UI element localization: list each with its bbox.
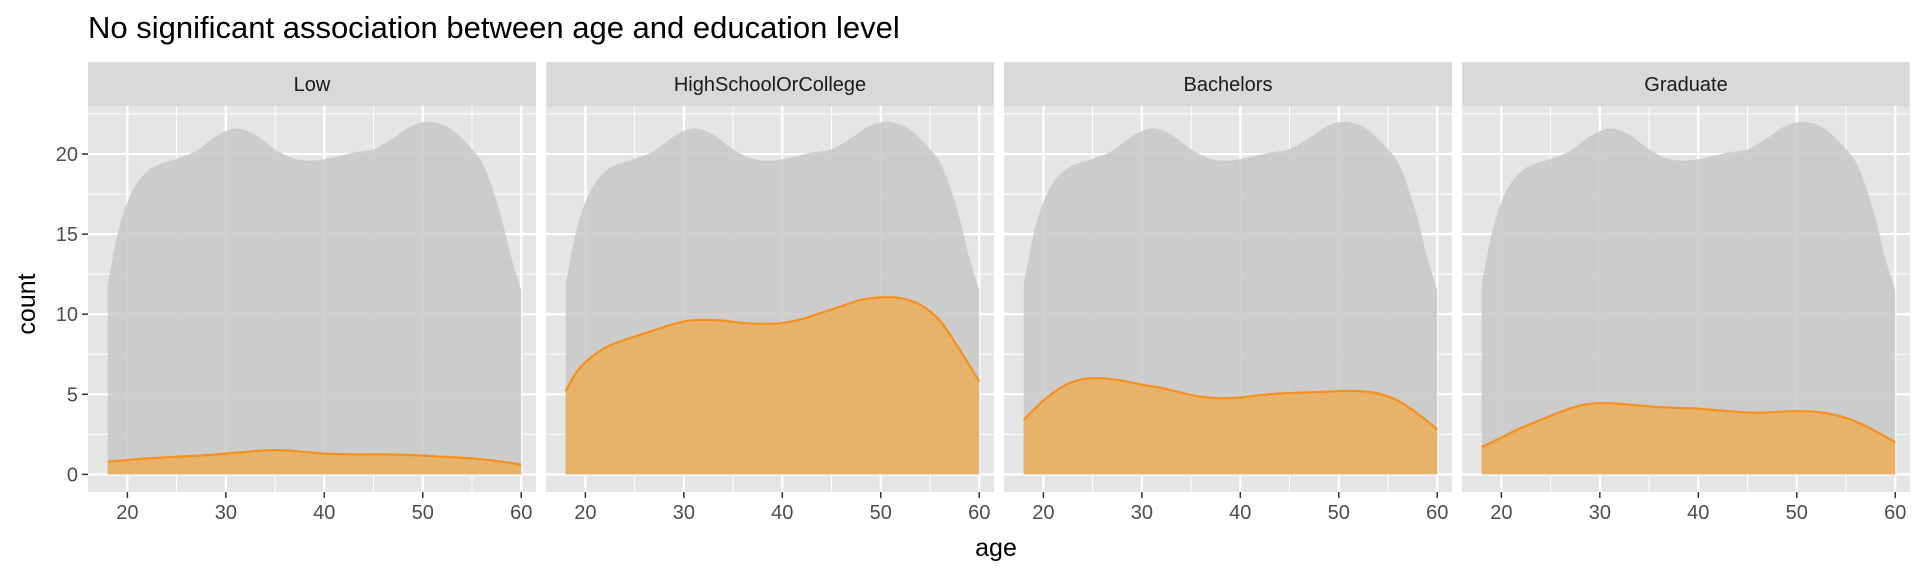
y-axis: 0 5 10 15 20 xyxy=(56,144,88,486)
x-tick-label: 40 xyxy=(1687,502,1709,524)
facet-strip xyxy=(88,62,536,106)
x-tick-label: 30 xyxy=(1589,502,1611,524)
x-tick-label: 20 xyxy=(1490,502,1512,524)
x-tick-label: 50 xyxy=(1786,502,1808,524)
facet-panel-graduate: Graduate 20 30 40 50 60 xyxy=(1462,62,1910,524)
x-tick-label: 30 xyxy=(673,502,695,524)
x-tick-label: 30 xyxy=(215,502,237,524)
facet-strip xyxy=(1462,62,1910,106)
facet-panel-highschoolorcollege: HighSchoolOrCollege 20 30 40 50 60 xyxy=(546,62,994,524)
density-line xyxy=(1022,376,1438,431)
y-tick-label: 15 xyxy=(56,224,78,246)
x-tick-label: 40 xyxy=(313,502,335,524)
facet-strip xyxy=(1004,62,1452,106)
density-line xyxy=(1481,401,1896,449)
density-area xyxy=(1481,403,1896,475)
background-density-area xyxy=(107,121,522,475)
chart-title: No significant association between age a… xyxy=(88,10,900,45)
y-tick-label: 20 xyxy=(56,144,78,166)
background-density-area xyxy=(1481,121,1896,475)
y-tick-label: 10 xyxy=(56,304,78,326)
x-tick-label: 50 xyxy=(870,502,892,524)
density-area xyxy=(1023,378,1438,475)
x-tick-label: 20 xyxy=(116,502,138,524)
facet-strip xyxy=(546,62,994,106)
facet-label: Low xyxy=(294,74,331,96)
facet-panel-low: Low 20 30 40 50 60 xyxy=(88,62,536,524)
x-tick-label: 60 xyxy=(968,502,990,524)
density-line xyxy=(107,449,522,466)
x-tick-label: 40 xyxy=(1229,502,1251,524)
facet-label: Graduate xyxy=(1644,74,1727,96)
facet-label: Bachelors xyxy=(1184,74,1273,96)
y-tick-label: 5 xyxy=(67,384,78,406)
x-tick-label: 60 xyxy=(1426,502,1448,524)
y-tick-label: 0 xyxy=(67,464,78,486)
x-tick-label: 60 xyxy=(1884,502,1906,524)
x-tick-label: 60 xyxy=(510,502,532,524)
facet-label: HighSchoolOrCollege xyxy=(674,74,866,96)
x-tick-label: 30 xyxy=(1131,502,1153,524)
y-axis-title: count xyxy=(13,273,41,334)
facet-panel-bachelors: Bachelors 20 30 40 50 60 xyxy=(1004,62,1452,524)
x-tick-label: 20 xyxy=(1032,502,1054,524)
facet-panels: Low 20 30 40 50 60 HighSchoolOrCollege 20 30 40 50… xyxy=(88,62,1910,524)
x-axis-title: age xyxy=(975,534,1017,562)
x-tick-label: 50 xyxy=(412,502,434,524)
density-area xyxy=(565,297,980,475)
x-tick-label: 40 xyxy=(771,502,793,524)
x-tick-label: 50 xyxy=(1328,502,1350,524)
x-tick-label: 20 xyxy=(574,502,596,524)
density-line xyxy=(564,296,981,392)
